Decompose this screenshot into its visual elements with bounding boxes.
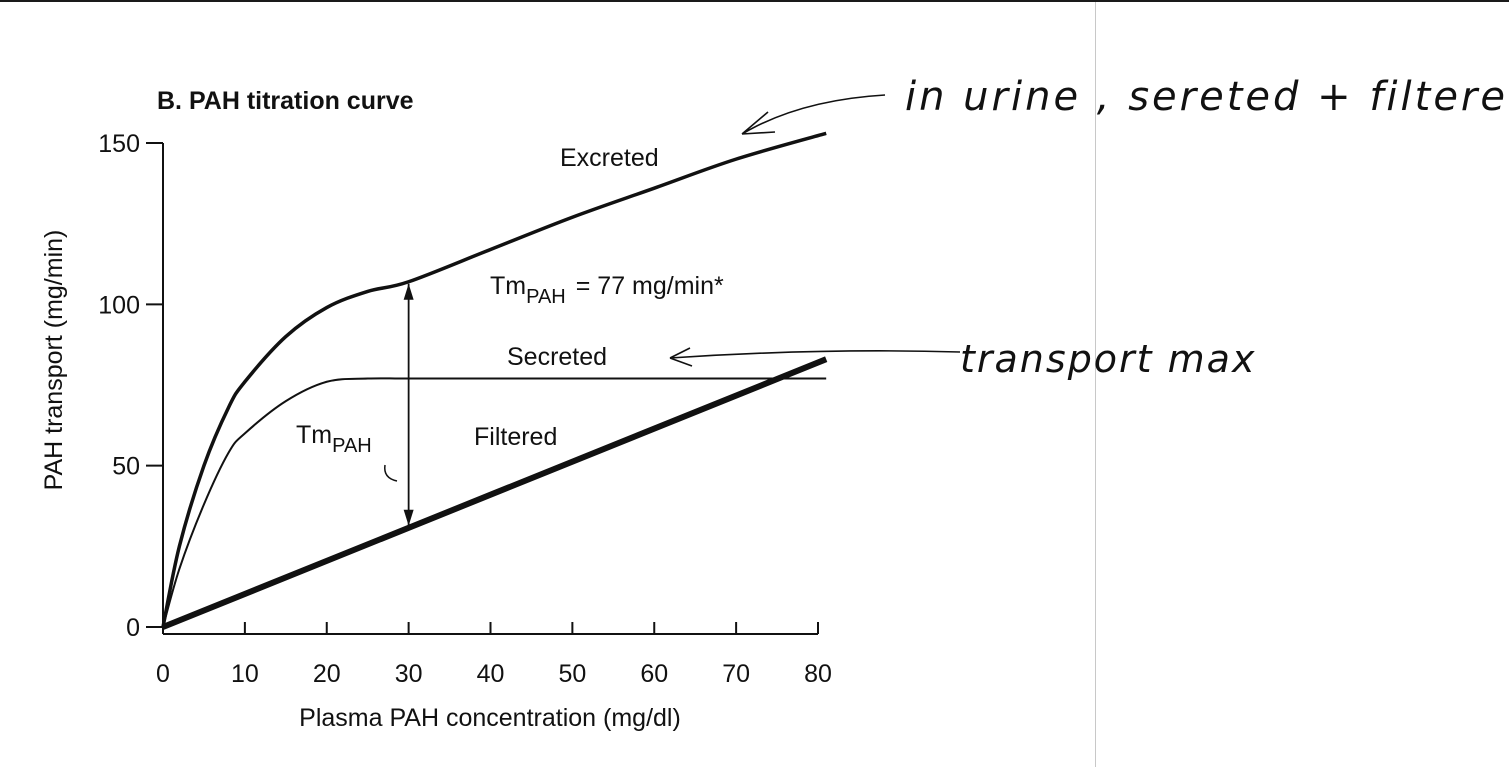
top-border [0,0,1509,2]
series-label-secreted: Secreted [507,343,607,371]
handwritten-note-secreted: transport max [960,337,1256,381]
x-tick-label: 30 [395,660,423,688]
series-line-secreted [162,377,827,628]
x-tick-label: 60 [640,660,668,688]
handwritten-note-excreted: in urine , sereted + filtered [905,74,1509,120]
series-label-excreted: Excreted [560,144,659,172]
tm-arrow-head-down [403,509,414,526]
y-tick-label: 100 [98,291,140,319]
tm-double-arrow [403,283,414,526]
x-tick-label: 40 [477,660,505,688]
tm-arrow-head-up [403,283,414,300]
page-divider [1095,2,1096,767]
x-tick-label: 20 [313,660,341,688]
x-tick-label: 80 [804,660,832,688]
tm-equation: TmPAH = 77 mg/min* [490,272,724,308]
series-label-filtered: Filtered [474,423,557,451]
x-tick-label: 70 [722,660,750,688]
y-axis-label: PAH transport (mg/min) [40,230,68,491]
series-group [161,131,828,630]
tick-labels: 0 50 100 150 0 10 20 30 40 50 60 70 80 [98,130,832,688]
axes [146,142,819,635]
handwritten-arrow-secreted [669,347,961,367]
chart-title: B. PAH titration curve [157,87,414,115]
y-tick-label: 50 [112,453,140,481]
series-line-filtered [161,356,828,630]
tm-label: TmPAH [296,421,372,457]
y-tick-label: 150 [98,130,140,158]
x-tick-label: 0 [156,660,170,688]
x-axis-label: Plasma PAH concentration (mg/dl) [299,704,681,732]
series-line-excreted [161,131,827,628]
tm-label-pointer [384,464,398,482]
y-tick-label: 0 [126,614,140,642]
handwritten-arrow-excreted [741,94,886,135]
x-tick-label: 10 [231,660,259,688]
x-tick-label: 50 [558,660,586,688]
